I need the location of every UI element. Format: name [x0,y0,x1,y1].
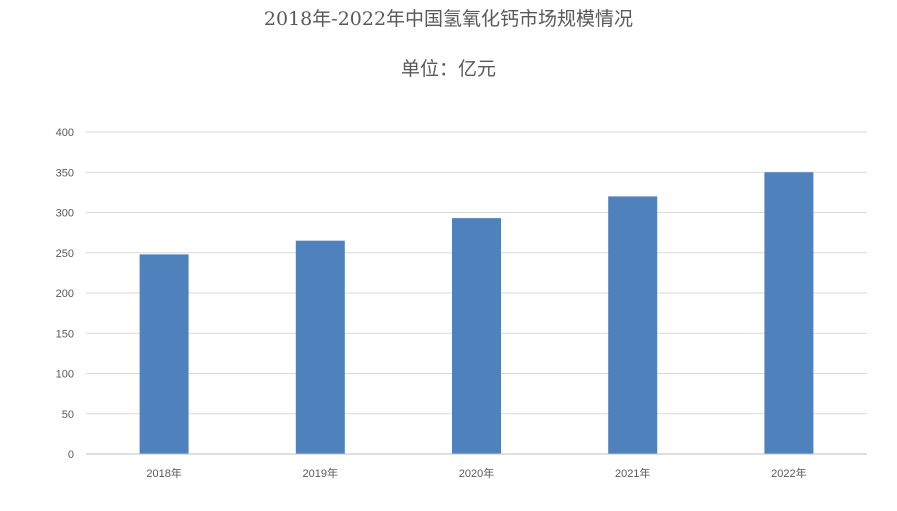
bar [295,240,345,454]
bar [452,218,501,454]
x-tick-label: 2018年 [146,466,181,480]
bar [608,196,658,454]
x-tick-label: 2021年 [615,466,650,480]
bar [764,172,814,454]
x-tick-label: 2020年 [459,466,494,480]
x-tick-label: 2022年 [771,466,806,480]
chart-title: 2018年-2022年中国氢氧化钙市场规模情况 [263,8,634,30]
y-tick-label: 400 [56,127,74,139]
y-tick-label: 300 [56,208,74,220]
y-tick-label: 250 [56,248,74,260]
x-tick-label: 2019年 [303,466,338,480]
y-tick-label: 0 [68,449,74,461]
y-tick-label: 50 [62,409,74,421]
bar [139,254,189,454]
y-tick-label: 100 [56,369,74,381]
y-tick-label: 350 [56,167,74,179]
chart-subtitle: 单位：亿元 [400,58,496,80]
y-tick-label: 200 [56,288,74,300]
y-tick-label: 150 [56,328,74,340]
